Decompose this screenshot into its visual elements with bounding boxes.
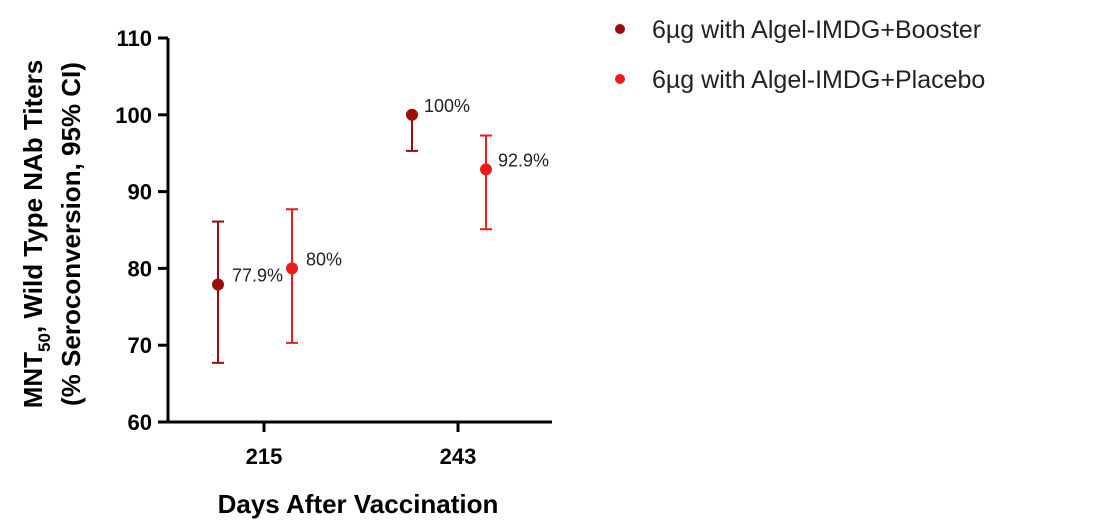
x-tick-label: 243 (440, 444, 477, 469)
y-axis-title-rest: , Wild Type NAb Titers (18, 60, 48, 333)
data-label: 92.9% (498, 150, 549, 170)
legend-label-placebo: 6µg with Algel-IMDG+Placebo (652, 66, 985, 94)
data-point (212, 278, 224, 291)
legend-marker-booster (615, 24, 625, 34)
legend-label-booster: 6µg with Algel-IMDG+Booster (652, 16, 981, 44)
data-marks: 77.9% 100% 80% 92.9% (212, 96, 549, 364)
y-tick-label: 70 (128, 333, 152, 358)
x-ticks: 215 243 (246, 422, 477, 469)
y-axis-title-subscript: 50 (35, 333, 54, 352)
y-tick-label: 80 (128, 256, 152, 281)
y-tick-label: 60 (128, 410, 152, 435)
x-axis-title: Days After Vaccination (218, 489, 499, 519)
data-label: 77.9% (232, 266, 283, 286)
y-axis-title-line2: (% Seroconversion, 95% CI) (56, 62, 86, 406)
y-axis-title: MNT50, Wild Type NAb Titers (% Seroconve… (18, 60, 86, 409)
y-axis-title-line1: MNT50, Wild Type NAb Titers (18, 60, 54, 409)
y-tick-label: 110 (117, 26, 153, 51)
data-point (480, 163, 492, 176)
legend: 6µg with Algel-IMDG+Booster 6µg with Alg… (615, 16, 985, 94)
data-point (286, 262, 298, 275)
data-label: 80% (306, 249, 342, 269)
legend-marker-placebo (615, 74, 625, 84)
y-axis-title-mnt: MNT (18, 352, 48, 408)
y-tick-label: 90 (128, 180, 152, 205)
y-ticks: 60 70 80 90 100 110 (115, 26, 168, 435)
y-tick-label: 100 (115, 103, 152, 128)
x-tick-label: 215 (246, 444, 283, 469)
data-point (406, 108, 418, 121)
data-label: 100% (424, 96, 470, 116)
